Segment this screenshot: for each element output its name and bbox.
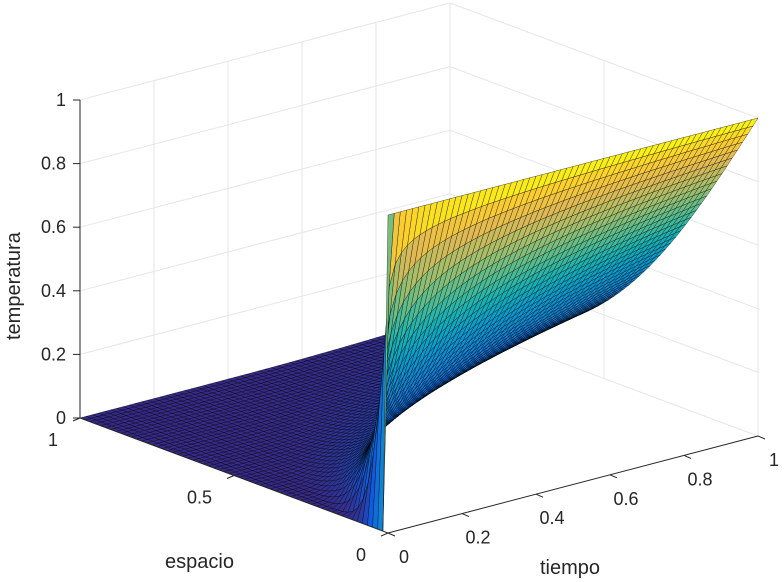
z-tick-label: 1 — [56, 90, 66, 110]
grid-line — [79, 193, 451, 292]
z-tick-label: 0.8 — [41, 154, 66, 174]
surface-mesh — [79, 117, 759, 532]
box-edge — [79, 2, 451, 101]
x-tick-mark — [387, 532, 396, 537]
x-tick-label: 0 — [399, 547, 409, 567]
z-tick-label: 0.6 — [41, 217, 66, 237]
y-tick-label: 1 — [48, 430, 58, 450]
x-tick-mark — [757, 435, 766, 440]
x-tick-mark — [535, 493, 544, 498]
x-tick-label: 0.6 — [613, 489, 638, 509]
x-tick-mark — [461, 513, 470, 518]
x-tick-mark — [609, 474, 618, 479]
x-axis-line — [387, 435, 759, 534]
y-tick-label: 0 — [356, 545, 366, 565]
z-axis-label: temperatura — [3, 231, 25, 340]
y-tick-mark — [226, 475, 235, 479]
grid-line — [79, 66, 451, 165]
y-axis-label: espacio — [165, 551, 234, 573]
x-tick-label: 0.2 — [465, 528, 490, 548]
x-tick-label: 1 — [769, 450, 779, 470]
z-tick-label: 0.2 — [41, 344, 66, 364]
x-tick-label: 0.4 — [539, 508, 564, 528]
y-tick-label: 0.5 — [187, 488, 212, 508]
x-tick-label: 0.8 — [687, 469, 712, 489]
x-tick-mark — [683, 454, 692, 459]
z-tick-label: 0 — [56, 408, 66, 428]
x-axis-label: tiempo — [540, 557, 600, 579]
z-tick-label: 0.4 — [41, 281, 66, 301]
grid-line — [79, 129, 451, 228]
y-tick-mark — [380, 532, 389, 537]
surface-patch — [382, 213, 395, 532]
